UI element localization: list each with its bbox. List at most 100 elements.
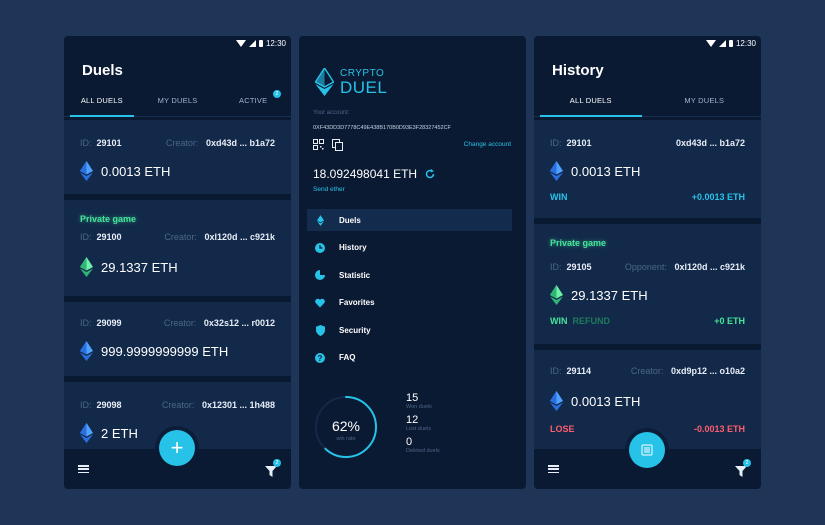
tab-my-duels[interactable]: MY DUELS <box>684 96 725 105</box>
crypto-duel-logo-icon <box>315 68 334 96</box>
opponent-block: Opponent: 0xl120d ... c921k <box>625 262 745 272</box>
duel-stats: 15 Won duels 12 Lost duels 0 Deleted due… <box>406 392 440 458</box>
result-row: WIN +0.0013 ETH <box>550 190 745 204</box>
send-ether-link[interactable]: Send ether <box>313 186 345 193</box>
duel-amount: 0.0013 ETH <box>571 163 641 179</box>
result-status: WIN <box>550 192 568 202</box>
menu-item-statistic[interactable]: Statistic <box>307 264 512 286</box>
filter-icon <box>735 465 747 477</box>
clock-icon <box>315 242 325 253</box>
duel-card[interactable]: ID: 29099 Creator: 0x32s12 ... r0012 999… <box>64 302 291 376</box>
question-icon: ? <box>315 352 325 363</box>
filter-button[interactable]: 2 <box>735 458 751 477</box>
tab-bar: ALL DUELS MY DUELS <box>534 92 761 117</box>
signal-icon <box>248 39 256 47</box>
history-card[interactable]: ID: 29101 0xd43d ... b1a72 0.0013 ETH WI… <box>534 120 761 218</box>
duel-meta: ID: 29101 0xd43d ... b1a72 <box>550 136 745 150</box>
duel-meta: ID: 29114 Creator: 0xd9p12 ... o10a2 <box>550 364 745 378</box>
creator-block: Creator: 0x12301 ... 1h488 <box>162 400 275 410</box>
qr-code-icon[interactable] <box>313 139 324 150</box>
duel-meta: ID: 29105 Opponent: 0xl120d ... c921k <box>550 260 745 274</box>
ethereum-icon <box>80 423 93 443</box>
duel-amount-row: 999.9999999999 ETH <box>80 340 275 362</box>
duel-amount: 0.0013 ETH <box>571 393 641 409</box>
battery-icon <box>728 39 733 47</box>
filter-button[interactable]: 2 <box>265 458 281 477</box>
menu-icon[interactable] <box>78 465 89 473</box>
id-label: ID: <box>550 366 562 376</box>
duel-amount: 2 ETH <box>101 425 138 441</box>
app-logo: CRYPTO DUEL <box>315 68 387 96</box>
ethereum-icon <box>80 341 93 361</box>
stat-label: Lost duels <box>406 426 432 432</box>
menu-icon[interactable] <box>548 465 559 473</box>
duel-id: 29105 <box>566 262 592 272</box>
balance-value: 18.092498041 ETH <box>313 167 418 181</box>
history-card[interactable]: Private game ID: 29105 Opponent: 0xl120d… <box>534 224 761 344</box>
id-label: ID: <box>80 318 92 328</box>
change-account-link[interactable]: Change account <box>463 141 511 148</box>
wifi-icon <box>235 39 246 47</box>
creator-label: Creator: <box>164 232 197 242</box>
private-game-label: Private game <box>550 238 607 248</box>
add-duel-button[interactable]: + <box>159 430 195 466</box>
opponent-label: Opponent: <box>624 262 667 272</box>
duel-amount-row: 2 ETH <box>80 422 275 444</box>
result-row: LOSE -0.0013 ETH <box>550 422 745 436</box>
duel-amount: 999.9999999999 ETH <box>101 343 229 359</box>
ethereum-icon <box>550 161 563 181</box>
creator-address: 0xd43d ... b1a72 <box>205 138 275 148</box>
menu-item-label: FAQ <box>339 353 356 362</box>
wifi-icon <box>705 39 716 47</box>
ethereum-icon <box>315 214 325 226</box>
page-title: History <box>552 62 604 79</box>
tab-all-duels[interactable]: ALL DUELS <box>64 92 140 117</box>
creator-label: Creator: <box>161 400 195 410</box>
copy-icon[interactable] <box>332 139 343 151</box>
menu-item-label: Duels <box>339 215 361 225</box>
opponent-address: 0xl120d ... c921k <box>674 262 745 272</box>
status-time: 12:30 <box>265 38 286 48</box>
menu-item-history[interactable]: History <box>307 237 512 259</box>
duel-meta: ID: 29098 Creator: 0x12301 ... 1h488 <box>80 398 275 412</box>
menu-item-duels[interactable]: Duels <box>307 209 512 231</box>
creator-block: Creator: 0xl120d ... c921k <box>164 232 275 242</box>
active-count-badge: 2 <box>273 90 282 98</box>
drawer-menu: Duels History Statistic Favorites Securi… <box>307 209 512 374</box>
creator-block: Creator: 0x32s12 ... r0012 <box>164 318 275 328</box>
balance-row: 18.092498041 ETH <box>313 167 435 181</box>
duel-amount-row: 0.0013 ETH <box>550 160 745 182</box>
refresh-icon[interactable] <box>425 169 435 179</box>
heart-icon <box>315 298 325 308</box>
duel-card[interactable]: Private game ID: 29100 Creator: 0xl120d … <box>64 200 291 296</box>
duel-card[interactable]: ID: 29101 Creator: 0xd43d ... b1a72 0.00… <box>64 120 291 194</box>
result-row: WIN REFUND +0 ETH <box>550 314 745 328</box>
menu-item-label: Security <box>339 325 371 335</box>
tab-bar: ALL DUELS MY DUELS ACTIVE 2 <box>64 90 291 117</box>
creator-label: Creator: <box>630 366 664 376</box>
duel-meta: ID: 29100 Creator: 0xl120d ... c921k <box>80 230 275 244</box>
filter-count-badge: 2 <box>273 458 281 467</box>
list-view-button[interactable] <box>629 432 665 468</box>
menu-item-faq[interactable]: ? FAQ <box>307 347 512 369</box>
result-status: LOSE <box>550 424 575 434</box>
svg-text:?: ? <box>318 353 323 362</box>
id-label: ID: <box>80 232 92 242</box>
menu-item-favorites[interactable]: Favorites <box>307 292 512 314</box>
menu-item-security[interactable]: Security <box>307 319 512 341</box>
creator-address: 0x32s12 ... r0012 <box>203 318 275 328</box>
win-rate-value: 62% <box>331 418 361 434</box>
opponent-block: 0xd43d ... b1a72 <box>676 138 745 148</box>
duel-id: 29098 <box>96 400 122 410</box>
duel-id: 29099 <box>96 318 122 328</box>
tab-active[interactable]: ACTIVE 2 <box>215 90 291 116</box>
stat-deleted: 0 Deleted duels <box>406 436 440 454</box>
tab-all-duels[interactable]: ALL DUELS <box>534 92 648 117</box>
id-label: ID: <box>80 400 92 410</box>
navigation-drawer: CRYPTO DUEL Your account: 0XF43DD3D7778C… <box>299 36 526 489</box>
account-label: Your account: <box>313 110 350 116</box>
ethereum-icon <box>550 285 563 305</box>
tab-my-duels[interactable]: MY DUELS <box>157 96 198 105</box>
win-rate-ring <box>315 396 377 458</box>
stat-label: Deleted duels <box>406 448 440 454</box>
